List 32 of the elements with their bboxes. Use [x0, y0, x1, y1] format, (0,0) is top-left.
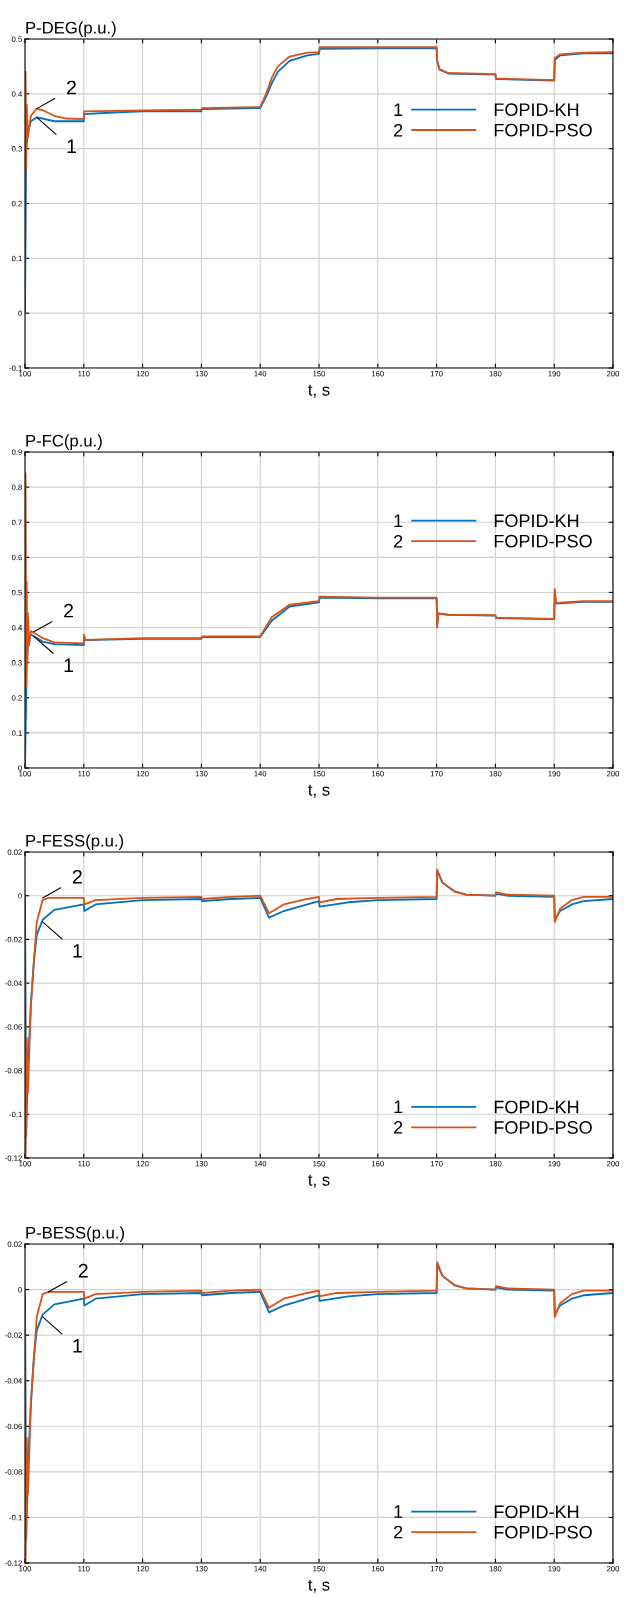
chart-title: P-FESS(p.u.) — [26, 834, 124, 850]
chart-title: P-DEG(p.u.) — [26, 21, 116, 37]
text: 1 — [394, 1100, 403, 1113]
chart-title: P-BESS(p.u.) — [26, 1226, 124, 1242]
text: 2 — [394, 1121, 403, 1134]
annotation: 2 — [64, 603, 73, 618]
legend-label: FOPID-PSO — [494, 534, 592, 548]
annotation: 1 — [64, 658, 73, 672]
chart-title: P-FC(p.u.) — [26, 434, 102, 450]
text: 1 — [394, 103, 403, 116]
text: 1 — [394, 1505, 403, 1518]
annotation: 1 — [73, 1339, 82, 1353]
x-axis-title: t, s — [308, 1174, 330, 1188]
text: 2 — [394, 535, 403, 548]
text: 2 — [394, 1525, 403, 1539]
annotation: 1 — [67, 139, 76, 153]
annotation: 2 — [72, 869, 82, 884]
legend-label: FOPID-KH — [494, 1100, 579, 1114]
legend-label: FOPID-PSO — [494, 1121, 592, 1134]
x-axis-title: t, s — [308, 784, 330, 798]
text: 2 — [394, 123, 403, 137]
legend-label: FOPID-KH — [494, 514, 579, 528]
x-axis-title: t, s — [308, 1579, 330, 1593]
legend-label: FOPID-KH — [494, 103, 579, 117]
annotation: 2 — [67, 80, 76, 95]
legend-label: FOPID-KH — [494, 1505, 579, 1519]
x-axis-title: t, s — [308, 384, 330, 398]
text: 1 — [394, 514, 403, 528]
legend-label: FOPID-PSO — [494, 123, 592, 137]
legend-label: FOPID-PSO — [494, 1525, 592, 1539]
annotation: 1 — [73, 944, 82, 958]
annotation: 2 — [78, 1263, 88, 1278]
